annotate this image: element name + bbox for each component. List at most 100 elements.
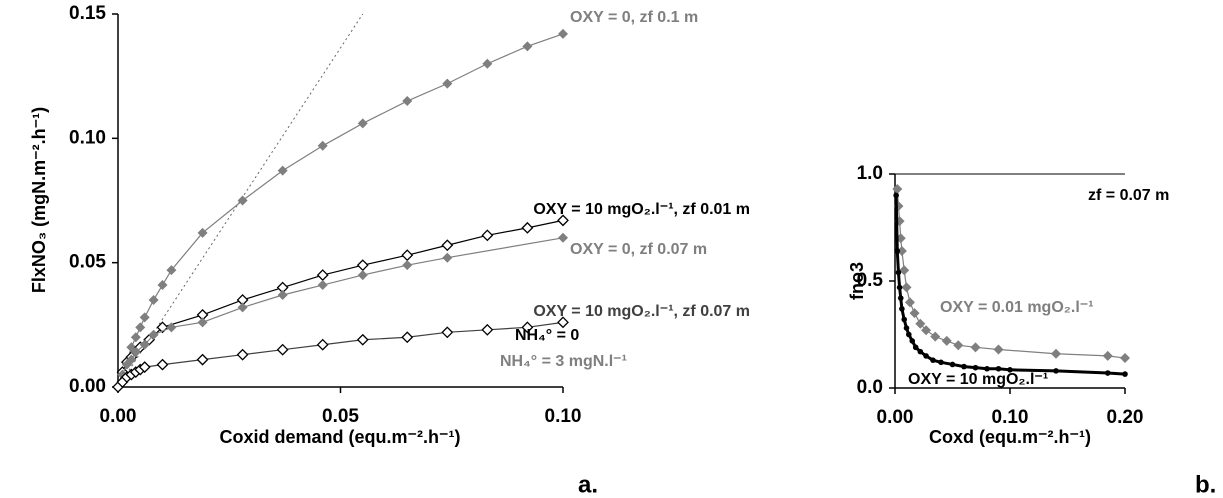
point xyxy=(197,227,208,238)
series-label: OXY = 0, zf 0.1 m xyxy=(570,9,698,26)
series-label: OXY = 10 mgO₂.l⁻¹, zf 0.01 m xyxy=(533,201,750,218)
point xyxy=(899,265,910,276)
panel-label: b. xyxy=(1195,471,1216,498)
x-tick-label: 0.10 xyxy=(545,406,582,427)
point xyxy=(903,325,910,331)
point xyxy=(402,260,413,271)
point xyxy=(482,58,493,69)
point xyxy=(1007,367,1013,373)
point xyxy=(148,329,159,340)
point xyxy=(521,321,534,334)
point xyxy=(895,269,902,276)
x-axis-title: Coxid demand (equ.m⁻².h⁻¹) xyxy=(220,427,461,447)
y-tick-label: 0.0 xyxy=(857,377,883,398)
point xyxy=(896,246,907,257)
point xyxy=(277,165,288,176)
y-tick-label: 0.00 xyxy=(69,376,106,397)
point xyxy=(557,214,569,227)
series-label: OXY = 10 mgO₂.l⁻¹ xyxy=(908,371,1048,388)
series-label: OXY = 0, zf 0.07 m xyxy=(570,241,707,258)
point xyxy=(930,357,936,363)
point xyxy=(401,249,414,262)
point xyxy=(896,284,903,291)
point xyxy=(995,365,1002,372)
point xyxy=(1120,353,1130,364)
point xyxy=(949,361,956,368)
point xyxy=(521,221,534,234)
x-tick-label: 0.05 xyxy=(322,406,359,427)
point xyxy=(897,295,904,301)
point xyxy=(893,192,899,199)
y-tick-label: 0.15 xyxy=(69,3,106,24)
point xyxy=(892,183,903,194)
point xyxy=(557,316,569,329)
point xyxy=(441,326,454,339)
point xyxy=(993,344,1004,355)
point xyxy=(899,306,905,312)
point xyxy=(923,353,929,359)
x-axis-title: Coxd (equ.m⁻².h⁻¹) xyxy=(929,427,1091,447)
point xyxy=(1053,368,1059,374)
y-axis-title: FlxNO₃ (mgN.m⁻².h⁻¹) xyxy=(29,107,49,293)
point xyxy=(316,338,329,351)
point xyxy=(912,344,919,351)
point xyxy=(135,322,146,333)
point xyxy=(139,312,150,323)
x-tick-label: 0.10 xyxy=(992,407,1029,428)
annotation: NH₄° = 0 xyxy=(515,327,579,344)
point xyxy=(156,358,169,371)
point xyxy=(166,322,177,333)
point xyxy=(894,248,901,254)
point xyxy=(138,361,151,374)
series-line xyxy=(894,195,1126,376)
y-tick-label: 0.5 xyxy=(857,270,884,291)
point xyxy=(357,270,368,281)
annotation: NH₄° = 3 mgN.l⁻¹ xyxy=(500,353,627,370)
point xyxy=(970,342,981,353)
series-label: OXY = 10 mgO₂.l⁻¹, zf 0.07 m xyxy=(533,303,750,320)
point xyxy=(356,333,369,346)
annotation: zf = 0.07 m xyxy=(1088,187,1169,204)
point xyxy=(901,282,912,293)
point xyxy=(126,354,137,365)
point xyxy=(938,359,944,366)
point xyxy=(441,239,454,252)
point xyxy=(317,280,328,291)
y-tick-label: 0.10 xyxy=(69,127,106,148)
point xyxy=(237,195,248,206)
point xyxy=(901,316,907,323)
point xyxy=(917,348,924,355)
point xyxy=(237,302,248,313)
point xyxy=(166,265,177,276)
point xyxy=(522,41,533,52)
y-tick-label: 1.0 xyxy=(857,163,883,184)
point xyxy=(139,339,150,350)
point xyxy=(915,318,926,329)
point xyxy=(953,340,964,351)
series-line xyxy=(896,188,1126,359)
point xyxy=(909,338,916,344)
point xyxy=(130,332,141,343)
point xyxy=(317,140,328,151)
point xyxy=(906,331,912,338)
point xyxy=(357,118,368,129)
point xyxy=(481,323,494,336)
point xyxy=(130,347,141,358)
point xyxy=(481,229,494,242)
point xyxy=(148,294,159,305)
point xyxy=(157,280,168,291)
point xyxy=(961,363,967,370)
point xyxy=(1102,350,1113,361)
point xyxy=(401,331,414,344)
point xyxy=(402,96,413,107)
x-tick-label: 0.00 xyxy=(100,406,137,427)
point xyxy=(921,325,932,336)
reference-line xyxy=(117,13,364,388)
point xyxy=(909,308,920,319)
panel-label: a. xyxy=(578,471,598,498)
point xyxy=(442,78,453,89)
point xyxy=(558,232,568,243)
point xyxy=(442,252,453,263)
point xyxy=(197,317,208,328)
